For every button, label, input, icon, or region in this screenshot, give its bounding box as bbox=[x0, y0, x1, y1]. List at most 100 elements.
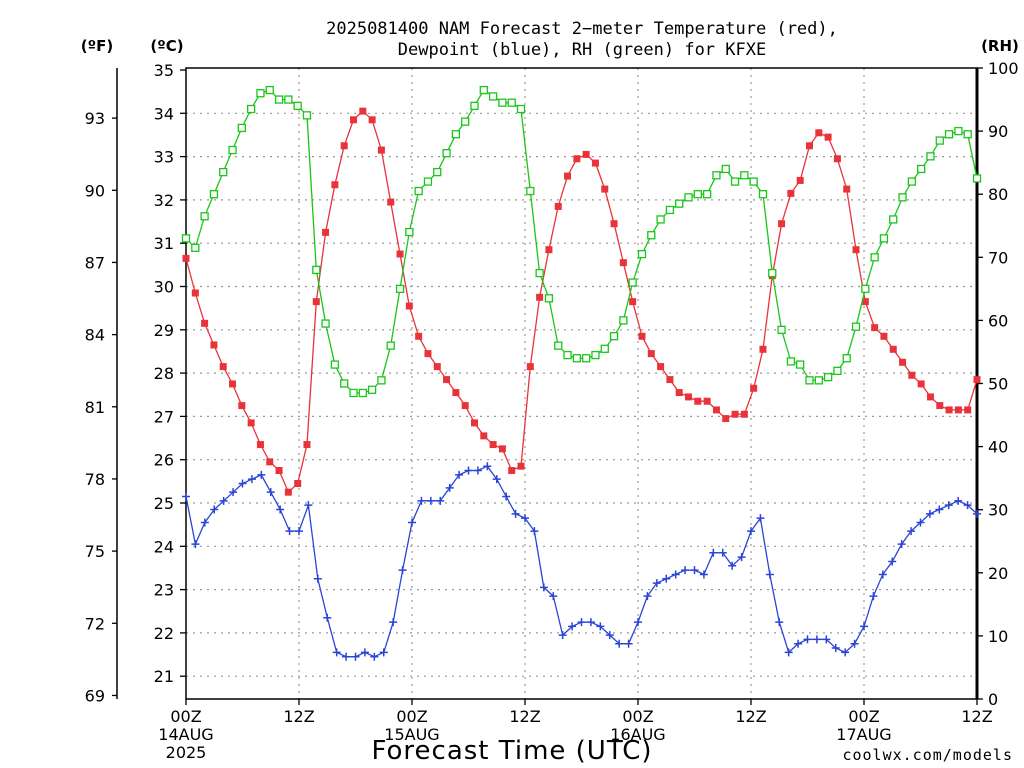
dewpoint-point bbox=[916, 518, 925, 527]
dewpoint-point bbox=[897, 540, 906, 549]
dewpoint-point bbox=[492, 475, 501, 484]
dewpoint-point bbox=[210, 505, 219, 514]
temperature-point bbox=[843, 185, 851, 193]
temperature-point bbox=[443, 376, 451, 384]
temperature-point bbox=[899, 358, 907, 366]
rh-point bbox=[340, 379, 349, 388]
temperature-point bbox=[359, 107, 367, 115]
dewpoint-point bbox=[699, 570, 708, 579]
x-tick-label-time: 12Z bbox=[283, 707, 314, 726]
x-tick-label-time: 00Z bbox=[622, 707, 653, 726]
rh-point bbox=[851, 322, 861, 331]
dewpoint-point bbox=[615, 639, 624, 648]
credit-link-text: coolwx.com/models bbox=[842, 746, 1013, 764]
rh-point bbox=[665, 205, 675, 215]
temperature-point bbox=[824, 133, 832, 141]
rh-point bbox=[191, 243, 200, 252]
dewpoint-point bbox=[473, 466, 482, 475]
dewpoint-point bbox=[747, 527, 755, 536]
rh-tick-label: 60 bbox=[988, 311, 1008, 330]
dewpoint-point bbox=[765, 570, 774, 579]
dewpoint-point bbox=[709, 548, 718, 557]
rh-point bbox=[684, 193, 693, 202]
celsius-tick-label: 31 bbox=[154, 234, 174, 253]
temperature-point bbox=[312, 298, 320, 306]
temperature-point bbox=[731, 410, 739, 418]
dewpoint-point bbox=[803, 635, 812, 644]
rh-point bbox=[498, 98, 507, 107]
dewpoint-point bbox=[963, 501, 972, 510]
rh-point bbox=[814, 376, 823, 385]
celsius-tick-label: 32 bbox=[154, 191, 174, 210]
rh-point bbox=[954, 126, 963, 136]
celsius-tick-label: 22 bbox=[154, 624, 174, 643]
temperature-point bbox=[750, 384, 758, 392]
dewpoint-point bbox=[973, 509, 981, 518]
rh-point bbox=[898, 193, 907, 202]
rh-point bbox=[675, 199, 684, 208]
dewpoint-point bbox=[304, 501, 313, 510]
temperature-point bbox=[740, 410, 748, 418]
dewpoint-point bbox=[624, 639, 633, 648]
temperature-point bbox=[303, 441, 311, 449]
rh-point bbox=[963, 130, 972, 139]
temperature-point bbox=[666, 376, 674, 384]
temperature-point bbox=[647, 350, 655, 358]
rh-point bbox=[237, 123, 246, 133]
rh-point bbox=[609, 332, 619, 341]
rh-point bbox=[312, 265, 321, 275]
dewpoint-point bbox=[389, 618, 398, 627]
rh-point bbox=[777, 325, 786, 335]
dewpoint-point bbox=[464, 466, 473, 475]
dewpoint-point bbox=[954, 496, 963, 505]
temperature-point bbox=[452, 389, 460, 397]
temperature-point bbox=[601, 185, 609, 193]
temperature-point bbox=[573, 155, 581, 163]
rh-point bbox=[358, 388, 367, 398]
x-tick-label-time: 12Z bbox=[509, 707, 540, 726]
rh-point bbox=[870, 253, 879, 262]
rh-point bbox=[833, 366, 842, 376]
rh-point bbox=[842, 354, 851, 363]
rh-point bbox=[944, 130, 954, 139]
temperature-point bbox=[387, 198, 395, 206]
rh-point bbox=[786, 357, 796, 366]
rh-point bbox=[386, 341, 395, 350]
rh-point bbox=[442, 149, 451, 158]
dewpoint-point bbox=[690, 566, 699, 575]
rh-point bbox=[405, 227, 414, 237]
rh-point bbox=[256, 89, 265, 98]
temperature-point bbox=[703, 397, 711, 405]
dewpoint-point bbox=[596, 622, 605, 631]
rh-point bbox=[563, 350, 572, 360]
rh-series bbox=[181, 85, 982, 398]
temperature-point bbox=[973, 376, 981, 384]
dewpoint-point bbox=[342, 652, 351, 661]
celsius-tick-label: 27 bbox=[154, 407, 174, 426]
rh-point bbox=[470, 101, 479, 111]
temperature-point bbox=[945, 406, 953, 414]
rh-point bbox=[823, 373, 833, 382]
dewpoint-point bbox=[238, 479, 247, 488]
rh-point bbox=[758, 190, 768, 199]
temperature-point bbox=[275, 467, 283, 475]
dewpoint-point bbox=[191, 540, 200, 549]
temperature-point bbox=[536, 293, 544, 301]
temperature-point bbox=[675, 389, 683, 397]
rh-point bbox=[228, 145, 237, 155]
dewpoint-point bbox=[408, 518, 416, 527]
temperature-point bbox=[461, 402, 469, 410]
rh-point bbox=[805, 376, 814, 385]
celsius-tick-label: 34 bbox=[154, 104, 174, 123]
fahrenheit-tick-label: 75 bbox=[85, 542, 105, 561]
dewpoint-point bbox=[219, 496, 228, 505]
rh-point bbox=[265, 85, 274, 95]
temperature-point bbox=[759, 345, 767, 353]
temperature-point bbox=[722, 415, 730, 423]
dewpoint-point bbox=[417, 496, 426, 505]
celsius-tick-label: 28 bbox=[154, 364, 174, 383]
temperature-point bbox=[219, 363, 227, 371]
dewpoint-point bbox=[549, 592, 558, 601]
